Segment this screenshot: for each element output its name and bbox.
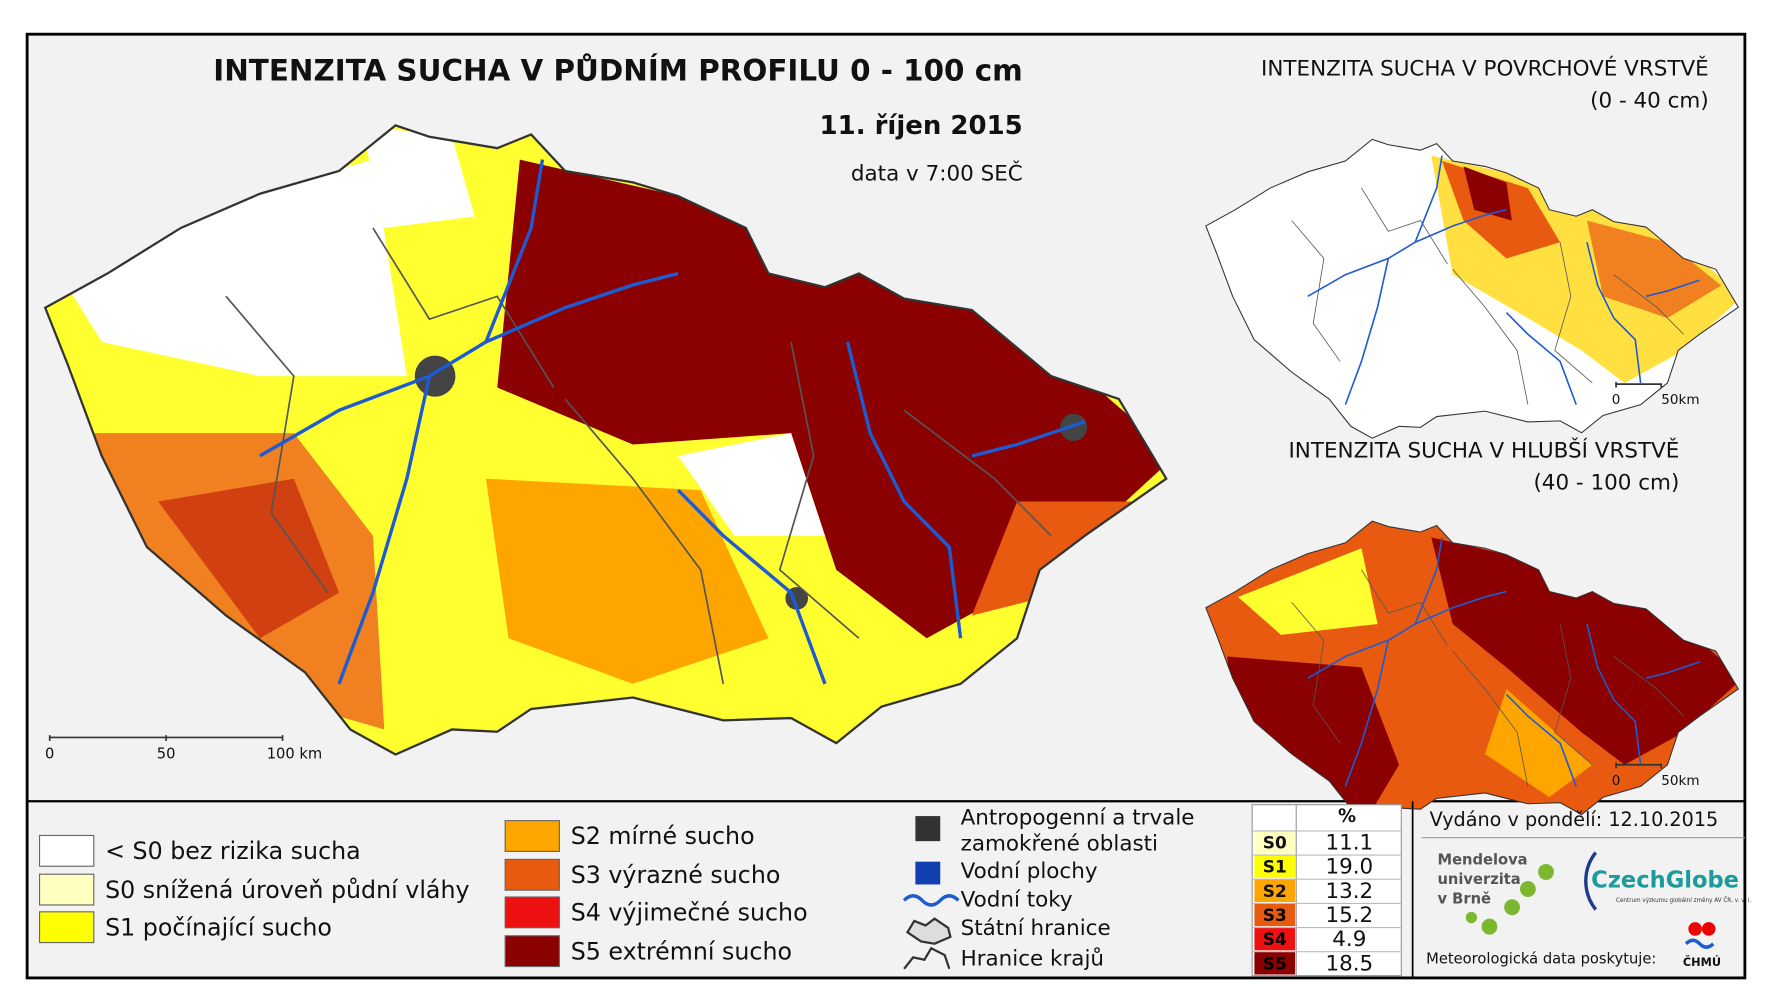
logo-text: Centrum výzkumu globální změny AV ČR, v.… <box>1616 897 1751 904</box>
table-key: S5 <box>1263 954 1287 974</box>
table-value: 18.5 <box>1325 951 1373 976</box>
legend-label: Vodní toky <box>961 887 1073 912</box>
scale-line <box>48 735 284 741</box>
scale-label: 0 <box>1612 392 1621 408</box>
legend-label: S1 počínající sucho <box>105 913 332 941</box>
scale-label: 50km <box>1661 392 1699 408</box>
inset-subtitle: (0 - 40 cm) <box>1590 88 1709 113</box>
logo-text: ČHMÚ <box>1683 955 1721 969</box>
logo-text: Mendelova <box>1437 851 1527 868</box>
table-cell <box>1254 927 1296 951</box>
logo-text: v Brně <box>1437 890 1491 907</box>
table-cell <box>1254 903 1296 927</box>
table-cell <box>1254 879 1296 903</box>
table-key: S0 <box>1263 833 1287 853</box>
legend-icon <box>915 861 941 885</box>
legend-swatch <box>504 896 560 929</box>
legend-icon <box>905 917 952 945</box>
legend-label: Antropogenní a trvale <box>961 805 1195 830</box>
legend-label: Vodní plochy <box>961 859 1098 884</box>
inset-subtitle: (40 - 100 cm) <box>1533 470 1679 495</box>
data-time: data v 7:00 SEČ <box>851 160 1023 186</box>
legend-label: < S0 bez rizika sucha <box>105 837 361 865</box>
legend-icon <box>915 816 941 842</box>
legend: < S0 bez rizika sucha S0 snížená úroveň p… <box>38 805 1195 972</box>
table-key: S2 <box>1263 882 1287 902</box>
date: 11. říjen 2015 <box>820 111 1023 141</box>
scale-label: 100 km <box>267 745 323 762</box>
legend-icon <box>903 946 951 970</box>
legend-label: S5 extrémní sucho <box>571 937 792 965</box>
mendel-dots <box>1465 863 1554 935</box>
scale-bar <box>48 381 1663 769</box>
table-key: S1 <box>1263 858 1287 878</box>
scale-label: 0 <box>45 745 54 762</box>
provider: Meteorologická data poskytuje: <box>1426 951 1656 968</box>
table-header: % <box>1338 806 1356 827</box>
legend-label: S0 snížená úroveň půdní vláhy <box>105 876 469 904</box>
chmi-icon <box>1688 922 1702 936</box>
table-value: 4.9 <box>1332 927 1366 952</box>
legend-icon <box>902 894 960 907</box>
chmi-icon <box>1684 938 1715 949</box>
table-value: 15.2 <box>1325 903 1373 928</box>
legend-swatch <box>38 834 95 867</box>
table-rows: S0 11.1 S1 19.0 S2 13.2 S3 15.2 S4 4.9 S5 18.5 <box>1252 830 1402 976</box>
legend-label: Státní hranice <box>961 916 1111 941</box>
logo-text: CzechGlobe <box>1591 867 1739 893</box>
table-key: S3 <box>1263 906 1287 926</box>
table-key: S4 <box>1263 930 1287 950</box>
table-value: 19.0 <box>1325 855 1373 880</box>
table-value: 11.1 <box>1325 830 1373 855</box>
table-cell <box>1254 855 1296 878</box>
scale-line <box>1615 762 1663 769</box>
logo-text: univerzita <box>1437 871 1520 888</box>
legend-swatch <box>38 873 95 906</box>
legend-swatch <box>504 858 560 891</box>
scale-label: 0 <box>1612 773 1621 789</box>
table-cell <box>1254 830 1296 854</box>
legend-label: S3 výrazné sucho <box>571 861 781 889</box>
inset-title: INTENZITA SUCHA V POVRCHOVÉ VRSTVĚ <box>1261 55 1709 81</box>
legend-label: zamokřené oblasti <box>961 832 1158 857</box>
scale-label: 50km <box>1661 773 1699 789</box>
czechglobe-arc <box>1584 851 1598 911</box>
legend-label: S4 výjimečné sucho <box>571 899 808 927</box>
inset-title: INTENZITA SUCHA V HLUBŠÍ VRSTVĚ <box>1288 437 1679 463</box>
table-value: 13.2 <box>1325 879 1373 904</box>
legend-label: Hranice krajů <box>961 947 1104 972</box>
table-cell <box>1254 951 1296 975</box>
legend-label: S2 mírné sucho <box>571 822 755 850</box>
legend-swatch <box>504 820 560 852</box>
title: INTENZITA SUCHA V PŮDNÍM PROFILU 0 - 100… <box>213 51 1022 87</box>
legend-swatch <box>504 935 560 968</box>
chmi-icon <box>1701 922 1716 936</box>
scale-label: 50 <box>157 745 176 762</box>
issued: Vydáno v pondělí: 12.10.2015 <box>1430 808 1719 831</box>
legend-swatch <box>38 911 95 944</box>
scale-line <box>1615 381 1663 388</box>
